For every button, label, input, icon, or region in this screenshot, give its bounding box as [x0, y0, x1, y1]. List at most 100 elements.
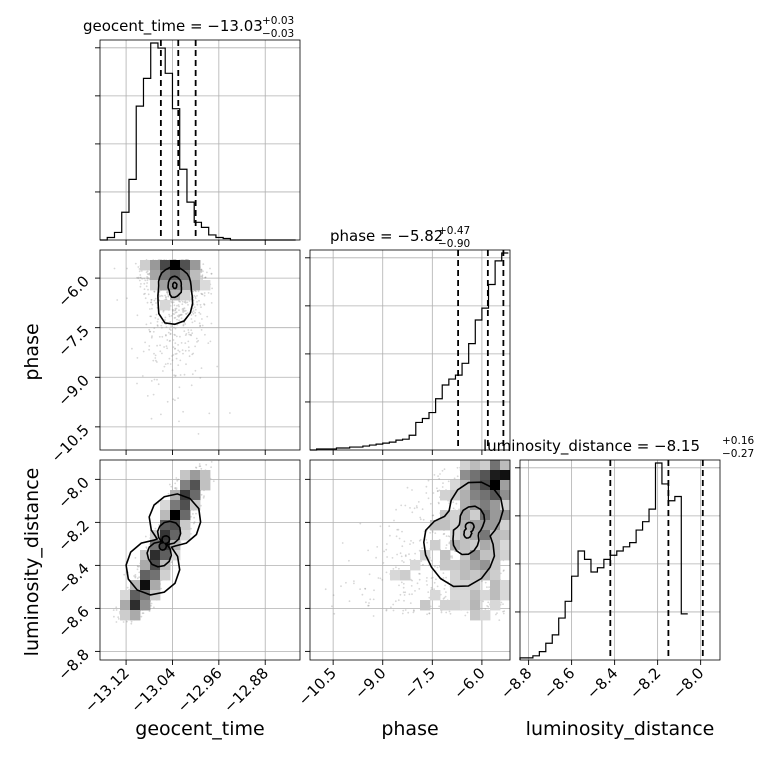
sample-point [185, 333, 188, 335]
sample-point [165, 298, 168, 301]
sample-point [207, 342, 210, 344]
sample-point [136, 357, 139, 359]
sample-point [372, 598, 375, 601]
sample-point [410, 578, 412, 581]
sample-point [165, 326, 168, 328]
sample-point [175, 352, 178, 355]
density-cell [500, 490, 510, 501]
sample-point [152, 359, 155, 362]
sample-point [183, 310, 186, 313]
sample-point [332, 594, 335, 597]
sample-point [194, 295, 197, 298]
sample-point [174, 487, 177, 490]
sample-point [173, 326, 175, 329]
sample-point [154, 527, 157, 530]
sample-point [193, 320, 196, 322]
sample-point [190, 515, 192, 518]
sample-point [178, 314, 181, 316]
sample-point [179, 374, 182, 376]
sample-point [191, 332, 194, 335]
density-cell [470, 600, 481, 611]
ylabel-phase: phase [21, 323, 43, 380]
density-cell [160, 270, 171, 281]
density-cell [180, 290, 191, 301]
sample-point [170, 325, 173, 327]
sample-point [136, 382, 138, 385]
sample-point [466, 611, 469, 614]
sample-point [200, 270, 202, 273]
sample-point [163, 346, 166, 348]
sample-point [430, 586, 433, 589]
sample-point [144, 292, 146, 295]
sample-point [140, 283, 142, 285]
sample-point [445, 544, 448, 546]
density-cell [190, 260, 201, 271]
sample-point [431, 576, 434, 579]
sample-point [136, 276, 138, 279]
x-tick-label: −6.0 [450, 664, 488, 702]
sample-point [385, 548, 388, 551]
sample-point [500, 601, 503, 604]
density-cell [460, 500, 471, 511]
sample-point [149, 330, 151, 333]
sample-point [141, 612, 144, 615]
sample-point [143, 277, 146, 280]
sample-point [438, 502, 440, 505]
sample-point [174, 482, 177, 485]
sample-point [381, 579, 384, 581]
density-cell [460, 460, 471, 471]
sample-point [161, 352, 163, 355]
sample-point [130, 622, 133, 625]
sample-point [402, 586, 405, 589]
sample-point [158, 335, 161, 338]
contour-line [157, 265, 194, 326]
density-cell [190, 280, 201, 291]
sample-point [200, 306, 202, 308]
sample-point [200, 269, 203, 272]
sample-point [185, 312, 188, 315]
density-cell [160, 540, 171, 551]
sample-point [134, 557, 137, 559]
sample-point [190, 314, 193, 316]
density-cell [450, 590, 461, 601]
sample-point [175, 311, 178, 314]
sample-point [166, 400, 169, 403]
sample-point [185, 313, 188, 315]
sample-point [444, 595, 447, 598]
x-tick-label: −8.4 [583, 664, 621, 702]
density-cell [490, 590, 501, 601]
sample-point [382, 562, 385, 564]
title-luminosity-distance-minus: −0.27 [722, 448, 754, 460]
sample-point [193, 522, 195, 525]
grid-luminosity_distance [520, 460, 720, 660]
sample-point [182, 307, 185, 310]
sample-point [367, 604, 370, 607]
density-cell [470, 510, 481, 521]
density-cell [170, 280, 181, 291]
density-cell [490, 520, 501, 531]
sample-point [425, 580, 428, 582]
sample-point [148, 328, 151, 331]
density-cell [490, 490, 501, 501]
density-geocent_time-phase [113, 259, 231, 435]
density-cell [130, 600, 141, 611]
sample-point [199, 465, 202, 468]
sample-point [193, 516, 196, 519]
sample-point [397, 599, 400, 602]
density-cell [170, 270, 181, 281]
sample-point [187, 340, 190, 343]
sample-point [172, 313, 174, 315]
density-cell [120, 590, 131, 601]
sample-point [158, 299, 161, 302]
sample-point [418, 539, 421, 542]
sample-point [179, 359, 182, 362]
sample-point [445, 535, 448, 537]
sample-point [183, 321, 185, 324]
sample-point [400, 504, 403, 507]
sample-point [411, 593, 413, 596]
sample-point [188, 349, 190, 352]
sample-point [123, 573, 126, 576]
sample-point [203, 303, 206, 306]
sample-point [148, 278, 151, 281]
sample-point [389, 534, 391, 537]
